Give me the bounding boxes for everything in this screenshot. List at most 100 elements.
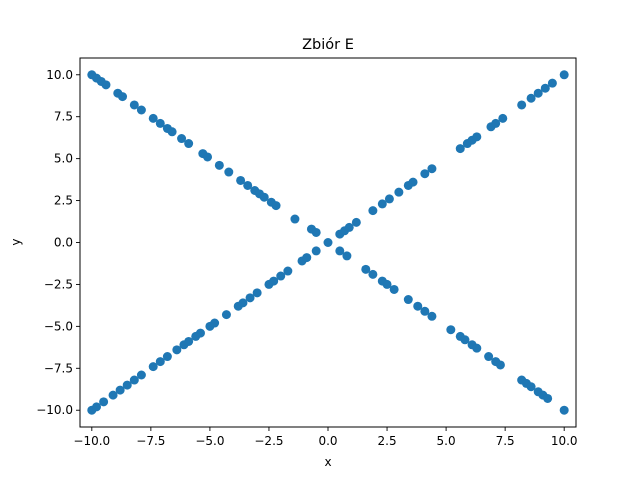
- y-tick-label: −10.0: [36, 403, 73, 417]
- y-tick-label: −2.5: [44, 277, 73, 291]
- data-point: [368, 206, 378, 216]
- data-point: [245, 293, 255, 303]
- data-point: [394, 187, 404, 197]
- data-point: [101, 80, 111, 90]
- data-point: [221, 310, 231, 320]
- y-tick-label: −5.0: [44, 319, 73, 333]
- y-tick-label: 10.0: [46, 68, 73, 82]
- x-tick-label: −5.0: [195, 434, 224, 448]
- data-point: [526, 93, 536, 103]
- data-point: [491, 118, 501, 128]
- data-point: [167, 127, 177, 137]
- data-point: [118, 92, 128, 102]
- data-point: [259, 192, 269, 202]
- data-point: [276, 271, 286, 281]
- data-point: [162, 352, 172, 362]
- data-point: [129, 100, 139, 110]
- data-point: [122, 380, 132, 390]
- data-point: [290, 214, 300, 224]
- data-point: [495, 360, 505, 370]
- data-point: [389, 284, 399, 294]
- data-point: [559, 405, 569, 415]
- data-point: [361, 264, 371, 274]
- data-point: [377, 199, 387, 209]
- x-axis-label: x: [324, 455, 331, 469]
- y-tick-label: 0.0: [54, 236, 73, 250]
- data-point: [526, 382, 536, 392]
- data-point: [517, 100, 527, 110]
- data-points: [87, 70, 569, 415]
- data-point: [368, 269, 378, 279]
- x-tick-label: 5.0: [437, 434, 456, 448]
- data-point: [540, 83, 550, 93]
- data-point: [238, 298, 248, 308]
- data-point: [99, 397, 109, 407]
- data-point: [403, 295, 413, 305]
- data-point: [311, 246, 321, 256]
- y-axis-ticks: −10.0 −7.5 −5.0 −2.5 0.0 2.5 5.0 7.5 10.0: [36, 68, 80, 417]
- data-point: [311, 227, 321, 237]
- y-axis-label: y: [9, 238, 23, 245]
- data-point: [351, 217, 361, 227]
- data-point: [129, 375, 139, 385]
- data-point: [460, 335, 470, 345]
- data-point: [195, 328, 205, 338]
- data-point: [108, 390, 118, 400]
- data-point: [484, 352, 494, 362]
- data-point: [148, 113, 158, 123]
- data-point: [344, 222, 354, 232]
- x-tick-label: 10.0: [551, 434, 578, 448]
- y-tick-label: 2.5: [54, 194, 73, 208]
- data-point: [210, 318, 220, 328]
- data-point: [203, 152, 213, 162]
- y-tick-label: 5.0: [54, 152, 73, 166]
- data-point: [455, 144, 465, 154]
- x-tick-label: 7.5: [496, 434, 515, 448]
- data-point: [446, 325, 456, 335]
- data-point: [533, 88, 543, 98]
- data-point: [408, 177, 418, 187]
- data-point: [115, 385, 125, 395]
- data-point: [427, 164, 437, 174]
- data-point: [420, 306, 430, 316]
- data-point: [283, 266, 293, 276]
- x-tick-label: −10.0: [73, 434, 110, 448]
- data-point: [184, 336, 194, 346]
- data-point: [252, 288, 262, 298]
- data-point: [547, 78, 557, 88]
- data-point: [243, 180, 253, 190]
- x-tick-label: 0.0: [318, 434, 337, 448]
- data-point: [184, 139, 194, 149]
- data-point: [155, 118, 165, 128]
- y-tick-label: −7.5: [44, 361, 73, 375]
- y-tick-label: 7.5: [54, 110, 73, 124]
- data-point: [224, 167, 234, 177]
- x-tick-label: −2.5: [254, 434, 283, 448]
- data-point: [472, 343, 482, 353]
- data-point: [269, 276, 279, 286]
- data-point: [302, 253, 312, 263]
- data-point: [382, 279, 392, 289]
- x-tick-label: 2.5: [378, 434, 397, 448]
- data-point: [136, 105, 146, 115]
- x-axis-ticks: −10.0 −7.5 −5.0 −2.5 0.0 2.5 5.0 7.5 10.0: [73, 427, 578, 448]
- data-point: [236, 175, 246, 185]
- data-point: [427, 311, 437, 321]
- data-point: [559, 70, 569, 80]
- data-point: [271, 201, 281, 211]
- data-point: [136, 370, 146, 380]
- data-point: [342, 251, 352, 261]
- data-point: [172, 345, 182, 355]
- data-point: [155, 357, 165, 367]
- data-point: [543, 393, 553, 403]
- data-point: [148, 362, 158, 372]
- data-point: [177, 134, 187, 144]
- data-point: [420, 169, 430, 179]
- data-point: [498, 113, 508, 123]
- x-tick-label: −7.5: [136, 434, 165, 448]
- chart-title: Zbiór E: [302, 37, 354, 53]
- data-point: [92, 402, 102, 412]
- data-point: [214, 160, 224, 170]
- data-point: [472, 132, 482, 142]
